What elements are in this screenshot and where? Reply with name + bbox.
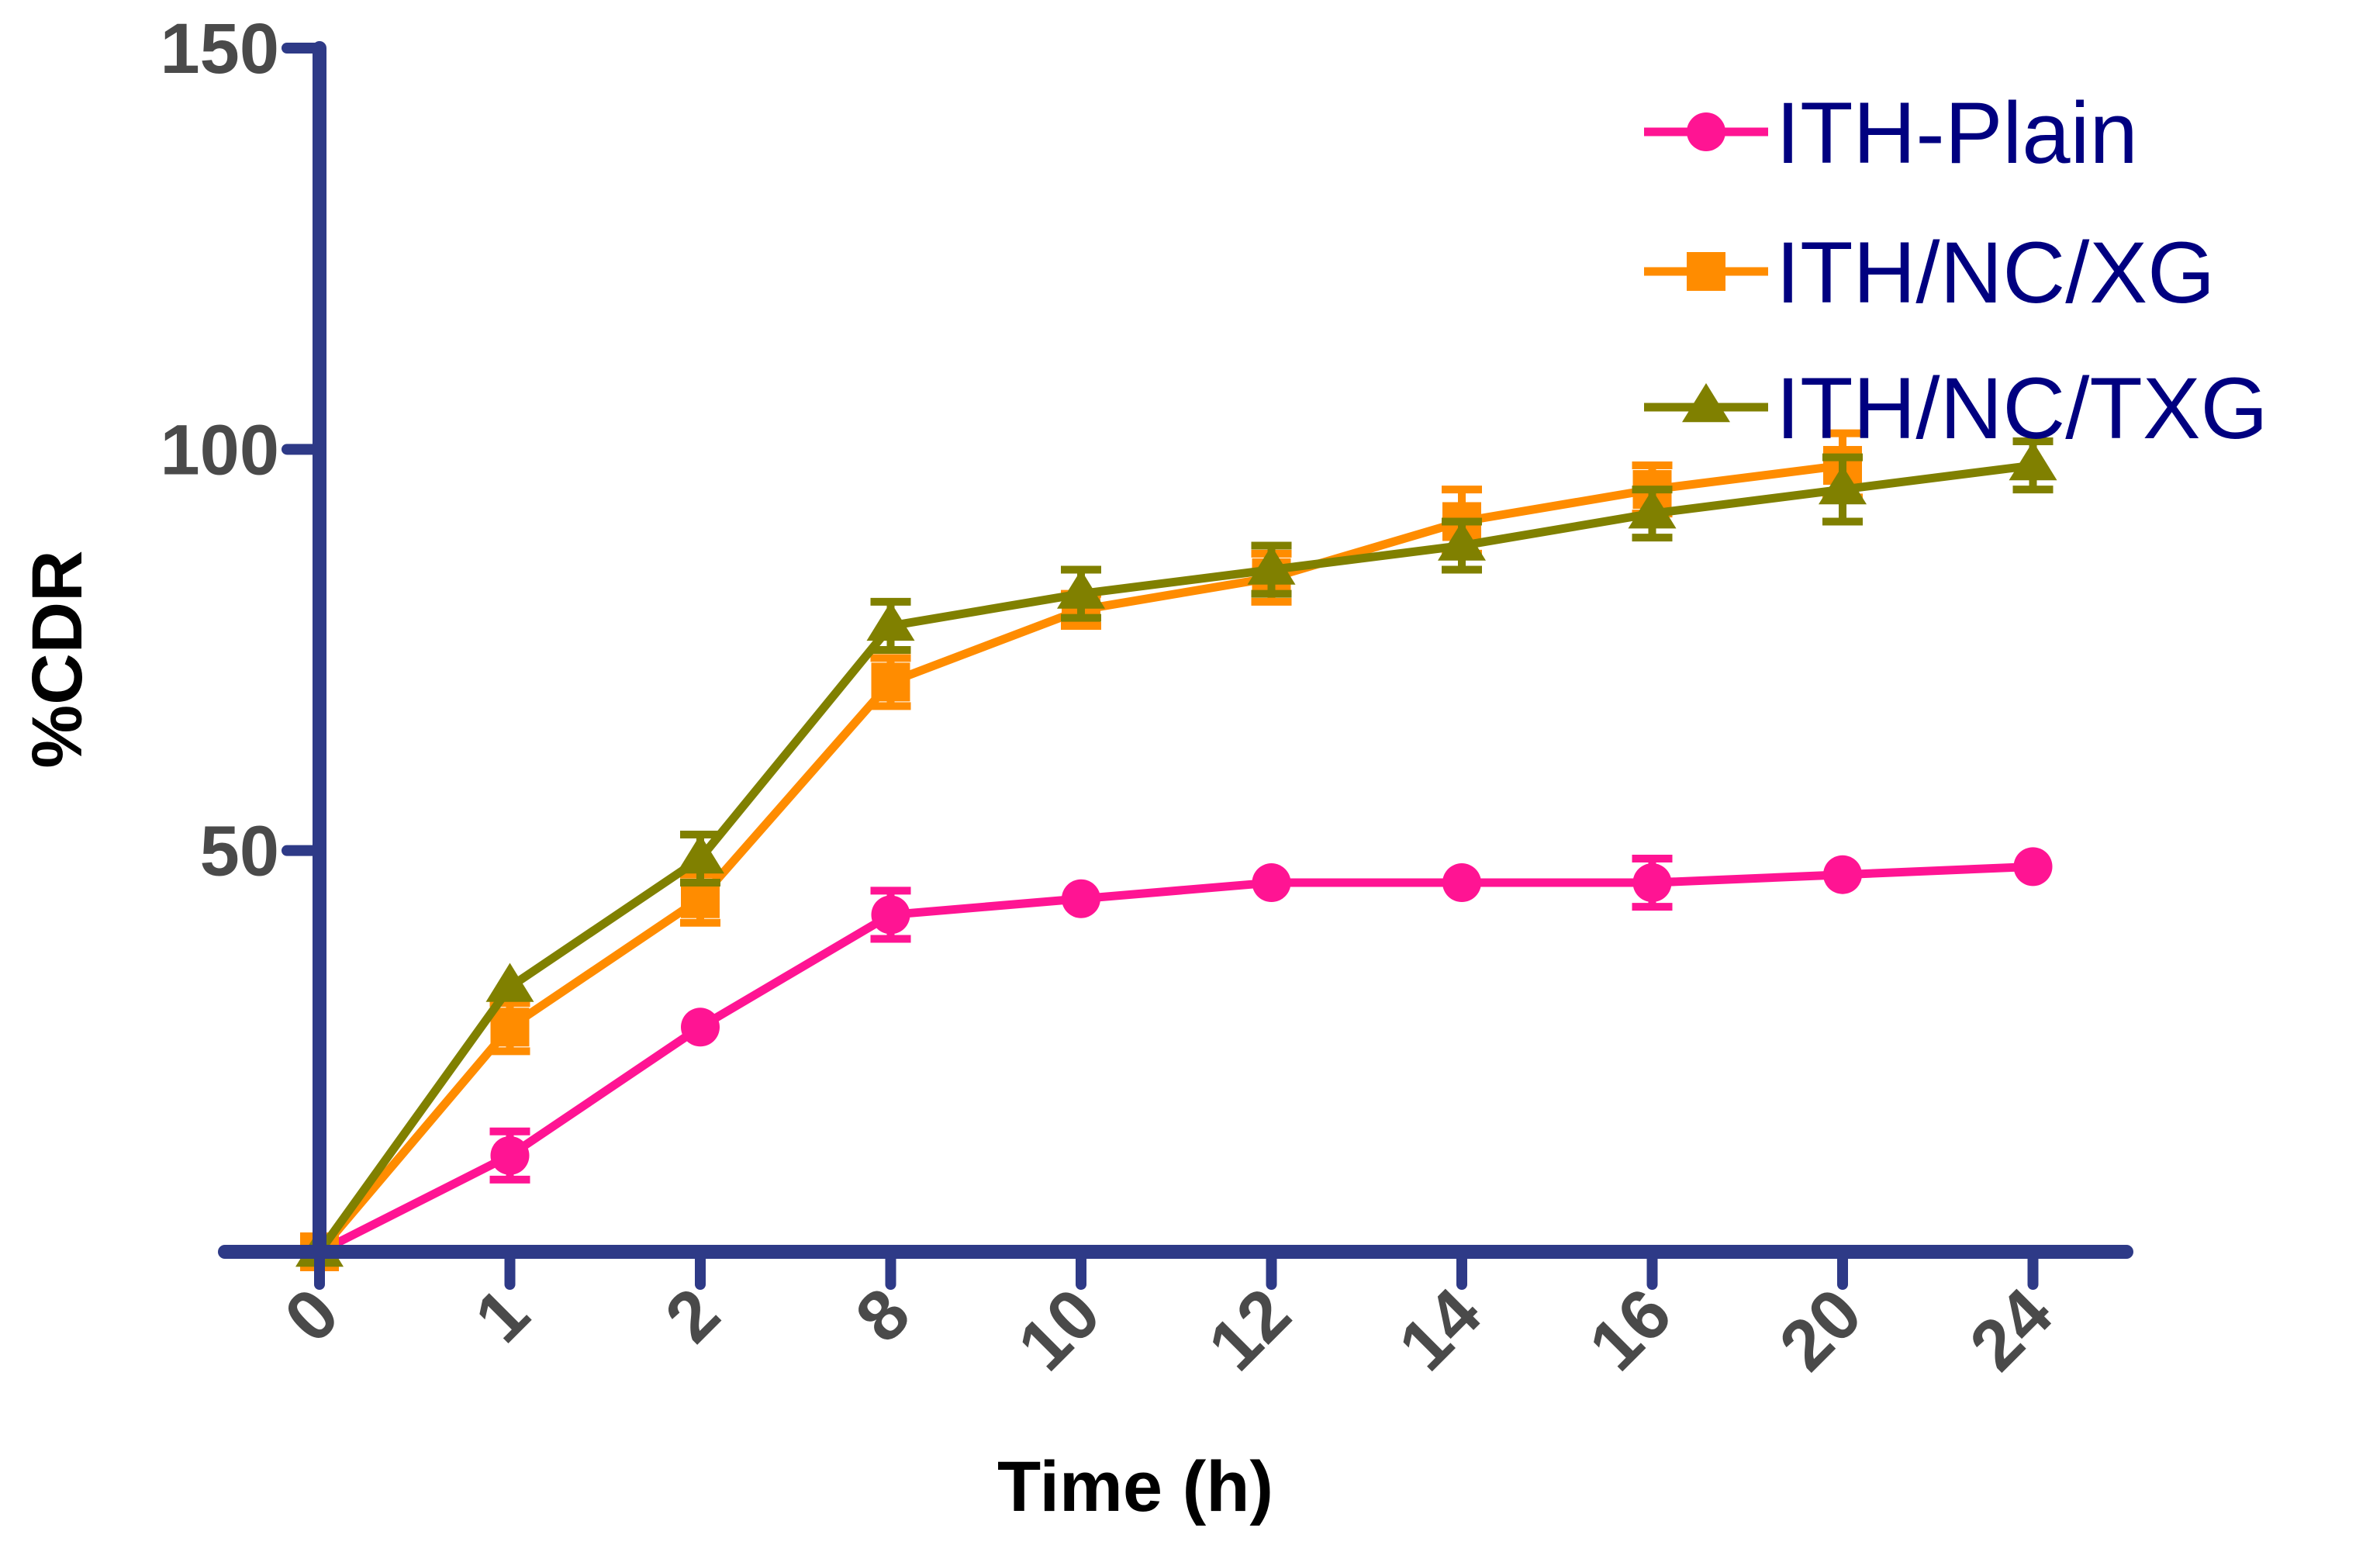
y-tick-label: 50 [200,812,279,891]
legend-label: ITH/NC/XG [1776,224,2215,321]
data-point [1819,465,1867,505]
series-ith-nc-txg [295,437,2057,1267]
data-point [485,963,534,1002]
data-point [490,1008,530,1047]
x-tick-label: 12 [1193,1274,1305,1385]
y-tick-label: 150 [161,9,280,88]
data-point [1438,521,1486,561]
series-layer [295,429,2057,1271]
data-point [2009,441,2057,481]
x-tick-label: 20 [1765,1274,1877,1385]
x-tick-label: 8 [841,1274,924,1357]
axes-layer [218,41,2133,1259]
data-point [490,1135,530,1175]
data-point [681,1008,720,1047]
legend-marker [1687,112,1725,151]
x-tick-label: 2 [651,1274,734,1357]
legend-label: ITH/NC/TXG [1776,360,2268,457]
legend: ITH-Plain ITH/NC/XG ITH/NC/TXG [1644,85,2268,457]
legend-label: ITH-Plain [1776,85,2138,181]
series-line [317,862,2033,1256]
series-ith-plain [300,847,2053,1271]
data-point [1628,489,1677,529]
legend-marker [1687,252,1725,291]
series-ith-nc-xg [300,429,1863,1271]
x-tick-label: 1 [460,1274,544,1357]
x-tick-label: 16 [1574,1274,1686,1385]
x-tick-label: 0 [270,1274,354,1357]
x-tick-label: 10 [1003,1274,1115,1385]
data-point [1823,855,1862,894]
x-tick-label: 24 [1955,1274,2067,1385]
x-axis-label: Time (h) [997,1447,1273,1526]
legend-item: ITH/NC/TXG [1644,360,2268,457]
data-point [2013,847,2053,887]
x-tick-label: 14 [1384,1274,1496,1385]
data-point [1057,569,1105,609]
legend-item: ITH-Plain [1644,85,2138,181]
series-line [316,461,2034,1255]
data-point [1252,863,1291,903]
data-point [1062,879,1100,918]
data-point [1632,863,1672,903]
legend-item: ITH/NC/XG [1644,224,2215,321]
data-point [1442,863,1481,903]
data-point [871,895,910,935]
data-point [676,835,724,874]
data-point [871,662,910,702]
data-point [866,601,915,641]
legend-marker [1682,383,1730,423]
y-tick-label: 100 [161,410,280,489]
data-point [1247,545,1296,585]
y-axis-label: %CDR [18,550,97,768]
